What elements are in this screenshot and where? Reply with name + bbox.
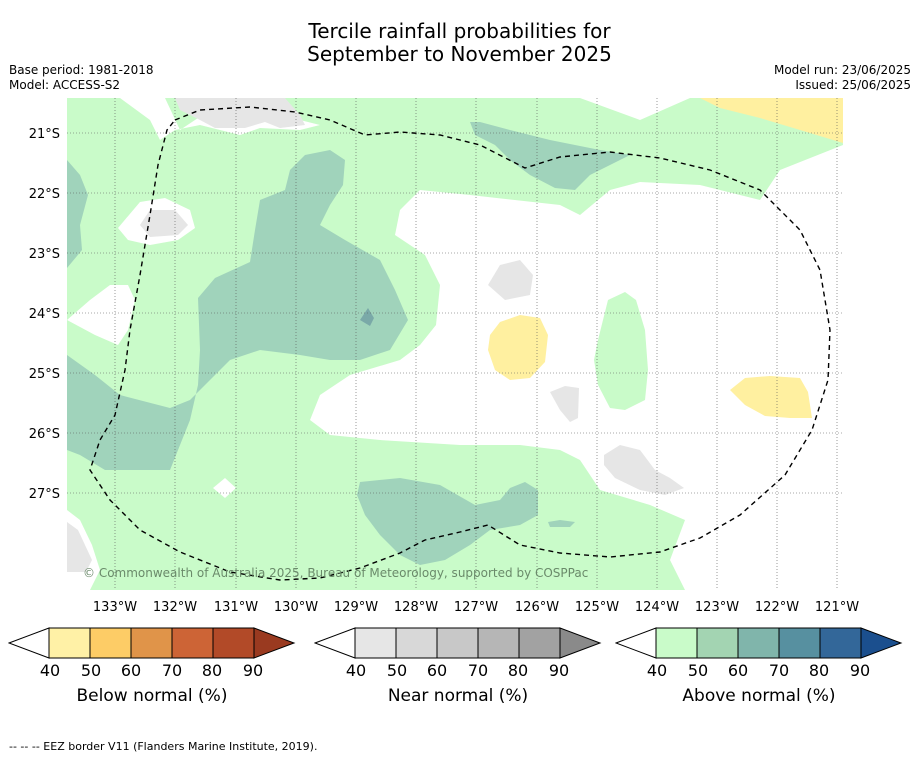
lat-label-23s: 23°S bbox=[29, 247, 60, 262]
lon-label-128w: 128°W bbox=[394, 600, 438, 615]
near-normal-region-center bbox=[488, 260, 533, 300]
colorbar-near-under-arrow bbox=[314, 627, 356, 659]
colorbar-near-over-arrow bbox=[559, 627, 602, 659]
cbar-below-tick-70: 70 bbox=[161, 661, 183, 680]
colorbar-below-normal bbox=[8, 627, 296, 659]
lat-label-24s: 24°S bbox=[29, 307, 60, 322]
issued-date: Issued: 25/06/2025 bbox=[795, 78, 911, 92]
colorbar-near-title: Near normal (%) bbox=[387, 686, 529, 706]
lon-label-123w: 123°W bbox=[695, 600, 739, 615]
above-normal-40-region-east bbox=[594, 292, 648, 410]
colorbar-segment-60-70 bbox=[737, 627, 780, 659]
colorbar-below-under-arrow bbox=[8, 627, 50, 659]
cbar-near-tick-40: 40 bbox=[345, 661, 367, 680]
above-normal-50-region-ne bbox=[470, 122, 630, 190]
colorbar-below-over-arrow bbox=[253, 627, 296, 659]
below-normal-region-ne bbox=[700, 98, 843, 143]
map-plot-area bbox=[67, 98, 843, 590]
colorbar-below-title: Below normal (%) bbox=[76, 686, 228, 706]
above-normal-50-region-small bbox=[548, 520, 575, 527]
cbar-below-tick-90: 90 bbox=[242, 661, 264, 680]
copyright-text: © Commonwealth of Australia 2025, Bureau… bbox=[83, 566, 588, 580]
colorbar-segment-60-70 bbox=[130, 627, 173, 659]
near-normal-region-mid bbox=[550, 386, 579, 422]
lat-label-21s: 21°S bbox=[29, 127, 60, 142]
cbar-above-tick-60: 60 bbox=[727, 661, 749, 680]
colorbar-above-under-arrow bbox=[615, 627, 657, 659]
cbar-near-tick-70: 70 bbox=[467, 661, 489, 680]
colorbar-above-normal bbox=[615, 627, 903, 659]
cbar-above-tick-70: 70 bbox=[768, 661, 790, 680]
colorbar-segment-80-90 bbox=[518, 627, 561, 659]
colorbar-segment-80-90 bbox=[819, 627, 862, 659]
near-normal-region-west bbox=[140, 210, 188, 237]
lon-label-122w: 122°W bbox=[755, 600, 799, 615]
below-normal-region-east bbox=[730, 376, 812, 418]
cbar-near-tick-60: 60 bbox=[426, 661, 448, 680]
colorbar-segment-70-80 bbox=[778, 627, 821, 659]
above-normal-50-region-main bbox=[67, 150, 408, 470]
lon-label-121w: 121°W bbox=[815, 600, 859, 615]
cbar-above-tick-50: 50 bbox=[687, 661, 709, 680]
cbar-above-tick-40: 40 bbox=[646, 661, 668, 680]
cbar-below-tick-60: 60 bbox=[120, 661, 142, 680]
lon-label-129w: 129°W bbox=[334, 600, 378, 615]
eez-border bbox=[89, 106, 831, 581]
colorbar-segment-60-70 bbox=[436, 627, 479, 659]
below-normal-region-center bbox=[488, 315, 548, 380]
lat-label-26s: 26°S bbox=[29, 427, 60, 442]
cbar-near-tick-50: 50 bbox=[386, 661, 408, 680]
eez-footnote: -- -- -- EEZ border V11 (Flanders Marine… bbox=[9, 740, 318, 753]
near-normal-region-south bbox=[604, 445, 684, 495]
white-gap-south bbox=[213, 478, 236, 498]
model-name: Model: ACCESS-S2 bbox=[9, 78, 121, 92]
cbar-below-tick-80: 80 bbox=[201, 661, 223, 680]
cbar-near-tick-90: 90 bbox=[548, 661, 570, 680]
title-line-2: September to November 2025 bbox=[307, 42, 612, 66]
colorbar-segment-40-50 bbox=[354, 627, 397, 659]
colorbar-segment-80-90 bbox=[212, 627, 255, 659]
colorbar-below-segments bbox=[48, 627, 255, 659]
colorbar-segment-50-60 bbox=[696, 627, 739, 659]
colorbar-segment-70-80 bbox=[171, 627, 214, 659]
base-period: Base period: 1981-2018 bbox=[9, 63, 154, 77]
colorbar-segment-40-50 bbox=[48, 627, 91, 659]
above-normal-50-region-west bbox=[67, 160, 88, 268]
colorbar-above-over-arrow bbox=[860, 627, 903, 659]
cbar-below-tick-40: 40 bbox=[39, 661, 61, 680]
colorbar-near-segments bbox=[354, 627, 561, 659]
lon-label-133w: 133°W bbox=[93, 600, 137, 615]
model-run: Model run: 23/06/2025 bbox=[773, 63, 911, 77]
grid-lines bbox=[67, 98, 843, 590]
colorbar-segment-70-80 bbox=[477, 627, 520, 659]
lon-label-127w: 127°W bbox=[454, 600, 498, 615]
white-gap-west bbox=[67, 285, 135, 345]
lon-label-125w: 125°W bbox=[575, 600, 619, 615]
title-line-1: Tercile rainfall probabilities for bbox=[308, 19, 611, 43]
lon-label-131w: 131°W bbox=[214, 600, 258, 615]
lon-label-132w: 132°W bbox=[153, 600, 197, 615]
cbar-near-tick-80: 80 bbox=[507, 661, 529, 680]
colorbar-near-normal bbox=[314, 627, 602, 659]
colorbar-segment-50-60 bbox=[395, 627, 438, 659]
lon-label-124w: 124°W bbox=[635, 600, 679, 615]
above-normal-60-region bbox=[360, 308, 374, 326]
lon-label-130w: 130°W bbox=[274, 600, 318, 615]
colorbar-segment-50-60 bbox=[89, 627, 132, 659]
cbar-above-tick-90: 90 bbox=[849, 661, 871, 680]
colorbar-segment-40-50 bbox=[655, 627, 698, 659]
forecast-map: © Commonwealth of Australia 2025, Bureau… bbox=[29, 98, 859, 615]
cbar-below-tick-50: 50 bbox=[80, 661, 102, 680]
lat-label-22s: 22°S bbox=[29, 187, 60, 202]
lon-label-126w: 126°W bbox=[515, 600, 559, 615]
lat-label-27s: 27°S bbox=[29, 487, 60, 502]
colorbar-above-segments bbox=[655, 627, 862, 659]
lat-label-25s: 25°S bbox=[29, 367, 60, 382]
above-normal-50-region-south bbox=[357, 478, 538, 565]
cbar-above-tick-80: 80 bbox=[808, 661, 830, 680]
near-normal-region-sw bbox=[67, 522, 92, 572]
near-normal-region-north bbox=[175, 98, 305, 128]
colorbar-above-title: Above normal (%) bbox=[682, 686, 836, 706]
